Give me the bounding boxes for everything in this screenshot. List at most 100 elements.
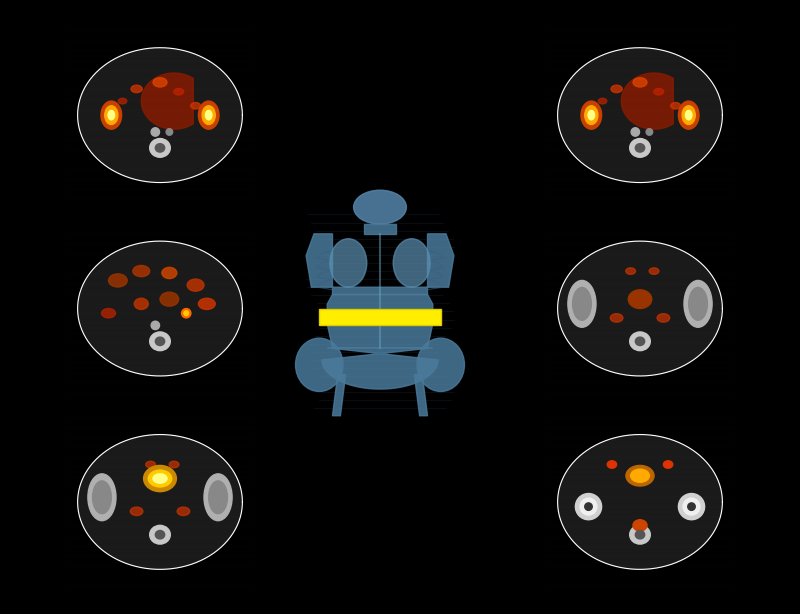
- Ellipse shape: [130, 507, 143, 516]
- Ellipse shape: [153, 474, 167, 483]
- Polygon shape: [333, 375, 346, 416]
- Ellipse shape: [558, 435, 722, 569]
- Ellipse shape: [202, 106, 215, 125]
- Ellipse shape: [206, 111, 212, 120]
- Ellipse shape: [182, 308, 191, 318]
- Polygon shape: [622, 73, 674, 129]
- Ellipse shape: [134, 298, 148, 309]
- Ellipse shape: [630, 332, 650, 351]
- Ellipse shape: [635, 144, 645, 152]
- Ellipse shape: [686, 111, 692, 120]
- Ellipse shape: [102, 308, 115, 318]
- Ellipse shape: [169, 461, 179, 468]
- Ellipse shape: [630, 526, 650, 544]
- Ellipse shape: [151, 128, 159, 136]
- Ellipse shape: [93, 481, 111, 514]
- Ellipse shape: [654, 88, 664, 95]
- Ellipse shape: [155, 144, 165, 152]
- Ellipse shape: [683, 498, 700, 515]
- Ellipse shape: [153, 77, 167, 87]
- Ellipse shape: [580, 498, 597, 515]
- Ellipse shape: [151, 321, 159, 330]
- Ellipse shape: [607, 460, 617, 468]
- Polygon shape: [364, 224, 396, 234]
- Ellipse shape: [581, 101, 602, 129]
- Ellipse shape: [78, 435, 242, 569]
- Ellipse shape: [133, 265, 150, 277]
- Ellipse shape: [575, 494, 602, 519]
- Ellipse shape: [162, 267, 177, 279]
- Ellipse shape: [657, 314, 670, 322]
- Ellipse shape: [682, 106, 695, 125]
- Polygon shape: [322, 348, 438, 389]
- Ellipse shape: [146, 461, 155, 468]
- Ellipse shape: [160, 292, 178, 306]
- Ellipse shape: [670, 103, 681, 109]
- Polygon shape: [414, 375, 427, 416]
- Ellipse shape: [633, 77, 647, 87]
- Ellipse shape: [78, 48, 242, 182]
- Ellipse shape: [688, 503, 695, 510]
- Ellipse shape: [678, 494, 705, 519]
- Ellipse shape: [631, 128, 639, 136]
- Ellipse shape: [585, 106, 598, 125]
- Ellipse shape: [663, 460, 673, 468]
- Ellipse shape: [150, 332, 170, 351]
- Ellipse shape: [628, 290, 652, 308]
- Ellipse shape: [611, 85, 622, 93]
- Ellipse shape: [646, 129, 653, 135]
- Ellipse shape: [585, 503, 592, 510]
- Ellipse shape: [209, 481, 227, 514]
- Ellipse shape: [633, 519, 647, 531]
- Ellipse shape: [105, 106, 118, 125]
- Ellipse shape: [108, 111, 114, 120]
- Ellipse shape: [573, 287, 591, 321]
- Ellipse shape: [88, 474, 116, 521]
- Ellipse shape: [678, 101, 699, 129]
- Ellipse shape: [394, 239, 430, 287]
- Polygon shape: [142, 73, 194, 129]
- Ellipse shape: [635, 530, 645, 539]
- Ellipse shape: [144, 465, 176, 492]
- Ellipse shape: [598, 98, 606, 104]
- Ellipse shape: [630, 469, 650, 482]
- Ellipse shape: [150, 139, 170, 157]
- Ellipse shape: [150, 526, 170, 544]
- Ellipse shape: [417, 338, 465, 392]
- Ellipse shape: [198, 101, 219, 129]
- Bar: [319, 309, 441, 325]
- Ellipse shape: [155, 530, 165, 539]
- Ellipse shape: [635, 337, 645, 346]
- Ellipse shape: [148, 470, 172, 487]
- Ellipse shape: [558, 241, 722, 376]
- Ellipse shape: [626, 465, 654, 486]
- Ellipse shape: [131, 85, 142, 93]
- Ellipse shape: [626, 268, 635, 274]
- Ellipse shape: [109, 274, 127, 287]
- Ellipse shape: [610, 314, 623, 322]
- Ellipse shape: [155, 337, 165, 346]
- Ellipse shape: [330, 239, 366, 287]
- Ellipse shape: [118, 98, 126, 104]
- Ellipse shape: [649, 268, 659, 274]
- Ellipse shape: [184, 311, 189, 316]
- Ellipse shape: [684, 281, 712, 327]
- Ellipse shape: [174, 88, 184, 95]
- Ellipse shape: [354, 190, 406, 224]
- Ellipse shape: [101, 101, 122, 129]
- Ellipse shape: [630, 139, 650, 157]
- Ellipse shape: [166, 129, 173, 135]
- Ellipse shape: [198, 298, 215, 309]
- Polygon shape: [327, 295, 433, 348]
- Ellipse shape: [177, 507, 190, 516]
- Ellipse shape: [78, 241, 242, 376]
- Ellipse shape: [190, 103, 201, 109]
- Ellipse shape: [588, 111, 594, 120]
- Ellipse shape: [568, 281, 596, 327]
- Polygon shape: [306, 234, 454, 295]
- Ellipse shape: [187, 279, 204, 291]
- Ellipse shape: [295, 338, 343, 392]
- Ellipse shape: [204, 474, 232, 521]
- Ellipse shape: [558, 48, 722, 182]
- Ellipse shape: [689, 287, 707, 321]
